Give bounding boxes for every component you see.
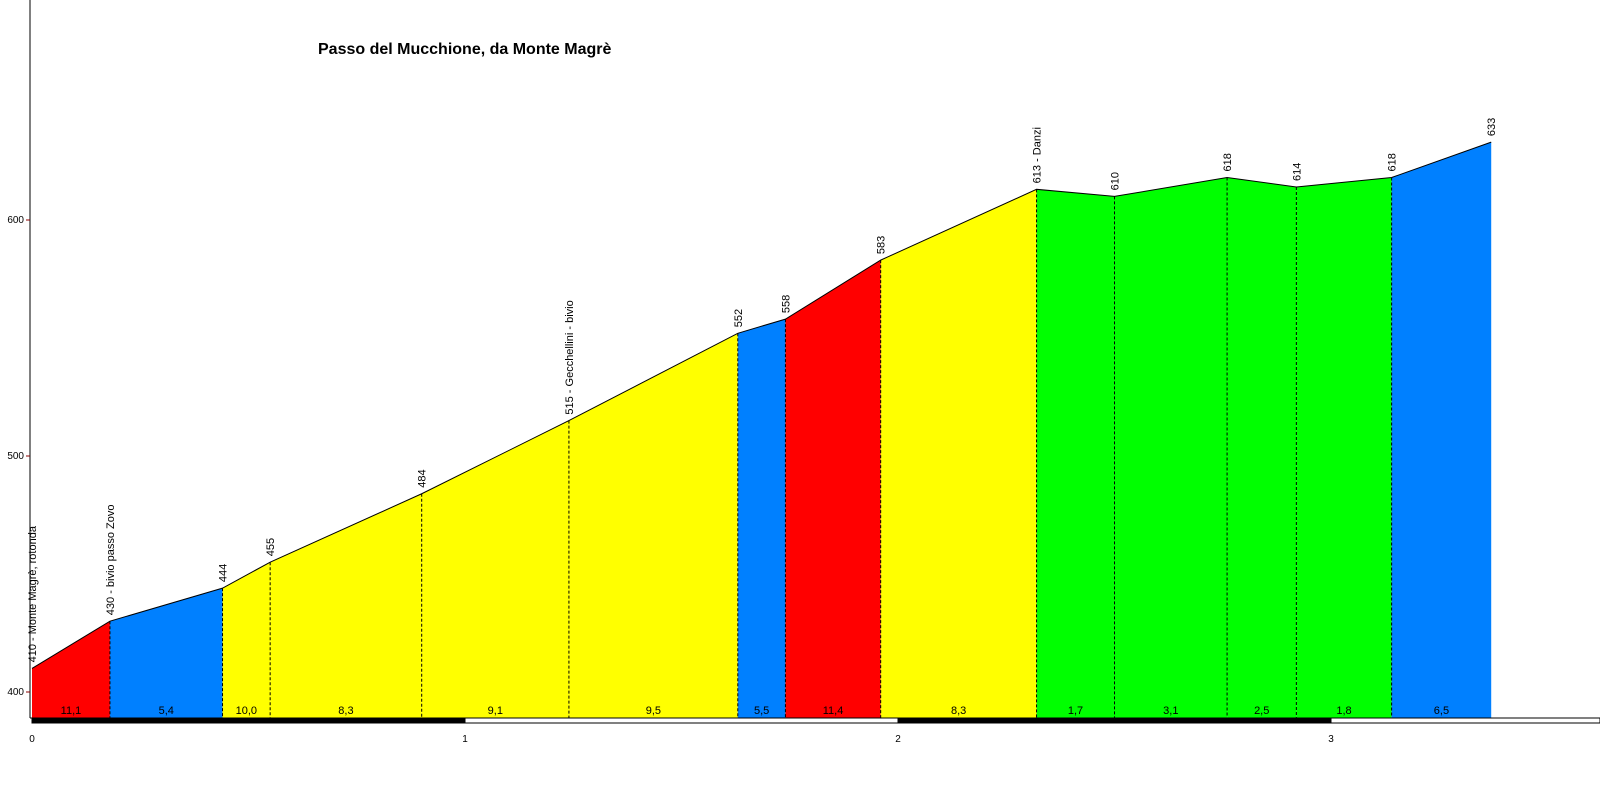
gradient-segment [1036,189,1115,718]
gradient-segment [1114,177,1228,718]
point-label: 613 - Danzi [1032,127,1044,183]
x-tick-label: 1 [462,734,468,745]
gradient-label: 8,3 [338,705,353,717]
point-label: 618 [1387,153,1399,171]
gradient-label: 11,1 [61,705,82,717]
gradient-segment [109,588,223,718]
gradient-segment [270,493,422,718]
gradient-segment [737,319,786,718]
gradient-label: 11,4 [823,705,844,717]
point-labels: 410 - Monte Magrè, rotonda 430 - bivio pa… [27,118,1498,663]
gradient-segment [568,333,738,718]
gradient-label: 2,5 [1254,705,1269,717]
point-label: 552 [733,309,745,327]
km-scale-bar [31,717,466,724]
x-axis: 0 1 2 3 [29,717,1600,745]
point-label: 614 [1291,163,1303,181]
y-tick-label: 600 [7,215,24,226]
gradient-segment [785,260,881,718]
y-tick-label: 500 [7,451,24,462]
chart-title: Passo del Mucchione, da Monte Magrè [318,41,611,58]
gradient-label: 5,4 [159,705,174,717]
gradient-segment [32,621,110,718]
gradient-label: 9,5 [646,705,661,717]
km-scale-bar [1330,717,1600,724]
point-label: 610 [1110,172,1122,190]
gradient-label: 9,1 [488,705,503,717]
gradient-segment [222,562,271,718]
point-label: 558 [780,295,792,313]
gradient-segment [1296,177,1392,718]
point-label: 583 [876,236,888,254]
segment-dividers [109,177,1393,718]
gradient-segment [880,189,1037,718]
point-label: 430 - bivio passo Zovo [105,505,117,616]
point-label: 515 - Gecchellini - bivio [564,300,576,414]
point-label: 455 [265,538,277,556]
km-scale-bar [897,717,1332,724]
gradient-label: 1,8 [1336,705,1351,717]
elevation-profile-line [31,141,1492,669]
point-label: 484 [417,469,429,487]
x-tick-label: 0 [29,734,35,745]
point-label: 633 [1486,118,1498,136]
gradient-segment [421,420,569,718]
point-label: 410 - Monte Magrè, rotonda [27,525,39,662]
x-tick-label: 3 [1328,734,1334,745]
x-tick-label: 2 [895,734,901,745]
gradient-label: 5,5 [754,705,769,717]
point-label: 444 [218,564,230,582]
gradient-label: 10,0 [236,705,257,717]
gradient-label: 8,3 [951,705,966,717]
gradient-label: 1,7 [1068,705,1083,717]
gradient-segment [1391,142,1492,718]
point-label: 618 [1222,153,1234,171]
gradient-label: 3,1 [1163,705,1178,717]
gradient-segment [1227,177,1297,718]
gradient-segments [32,142,1492,718]
gradient-label: 6,5 [1434,705,1449,717]
km-scale-bar [464,717,899,724]
y-tick-label: 400 [7,687,24,698]
y-axis: 400500600700 [7,0,31,718]
gradient-labels: 11,1 5,4 10,0 8,3 9,1 9,5 5,5 11,4 8,3 1,7 3,1 2,5 1… [61,705,1449,717]
